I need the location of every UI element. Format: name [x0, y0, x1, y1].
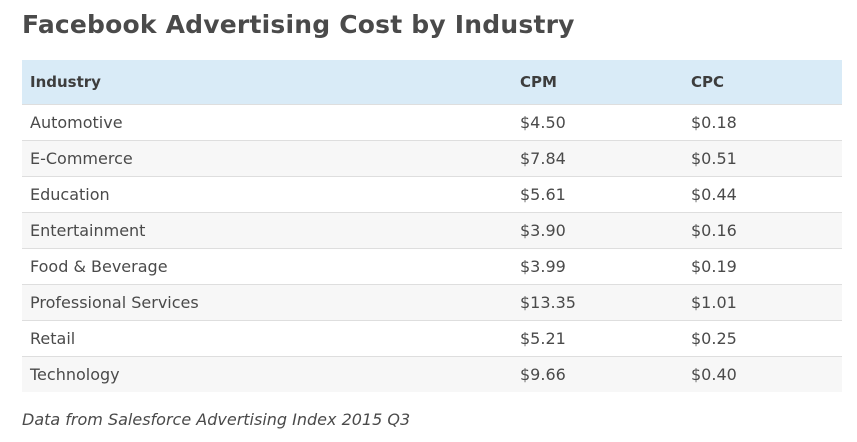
table-cell: Technology [22, 356, 512, 392]
table-cell: $5.61 [512, 176, 683, 213]
table-cell: Retail [22, 320, 512, 357]
table-row: Professional Services $13.35 $1.01 [22, 284, 842, 321]
table-cell: E-Commerce [22, 140, 512, 177]
table-cell: $9.66 [512, 356, 683, 392]
table-cell: Professional Services [22, 284, 512, 321]
table-row: Entertainment $3.90 $0.16 [22, 212, 842, 249]
table-header: Industry CPM CPC [22, 60, 842, 105]
source-note: Data from Salesforce Advertising Index 2… [22, 410, 411, 429]
table-cell: $1.01 [683, 284, 842, 321]
table-row: Retail $5.21 $0.25 [22, 320, 842, 357]
column-header: CPC [683, 60, 842, 105]
table-row: Food & Beverage $3.99 $0.19 [22, 248, 842, 285]
table-row: E-Commerce $7.84 $0.51 [22, 140, 842, 177]
table-cell: Entertainment [22, 212, 512, 249]
table-cell: $0.16 [683, 212, 842, 249]
table-cell: $5.21 [512, 320, 683, 357]
table-cell: Food & Beverage [22, 248, 512, 285]
table-cell: $0.44 [683, 176, 842, 213]
column-header: CPM [512, 60, 683, 105]
table-cell: $3.99 [512, 248, 683, 285]
table-cell: $3.90 [512, 212, 683, 249]
table-cell: $0.19 [683, 248, 842, 285]
table-row: Technology $9.66 $0.40 [22, 356, 842, 392]
table-row: Automotive $4.50 $0.18 [22, 104, 842, 141]
table-cell: Automotive [22, 104, 512, 141]
table-row: Education $5.61 $0.44 [22, 176, 842, 213]
title: Facebook Advertising Cost by Industry [22, 10, 575, 39]
table-cell: $0.51 [683, 140, 842, 177]
column-header: Industry [22, 60, 512, 105]
header-row: Industry CPM CPC [22, 60, 842, 105]
table-cell: $7.84 [512, 140, 683, 177]
table-body: Automotive $4.50 $0.18 E-Commerce $7.84 $0.51… [22, 104, 842, 392]
table-cell: Education [22, 176, 512, 213]
cost-table: Industry CPM CPC Automotive $4.50 $0.18 E-Com… [22, 60, 842, 392]
table-cell: $4.50 [512, 104, 683, 141]
table-cell: $13.35 [512, 284, 683, 321]
table-cell: $0.40 [683, 356, 842, 392]
table-cell: $0.25 [683, 320, 842, 357]
table-cell: $0.18 [683, 104, 842, 141]
